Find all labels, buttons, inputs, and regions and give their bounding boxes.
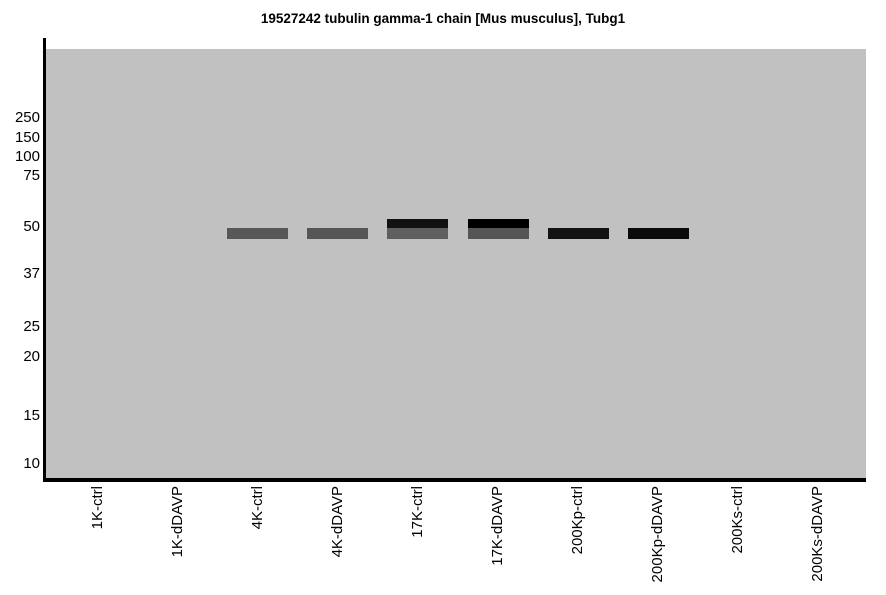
- y-axis-tick-label-25: 25: [23, 318, 40, 335]
- gel-band: [307, 228, 369, 239]
- chart-title: 19527242 tubulin gamma-1 chain [Mus musc…: [260, 11, 626, 26]
- lane-label-200Kp-ctrl: 200Kp-ctrl: [569, 486, 587, 555]
- lane-label-17K-dDAVP: 17K-dDAVP: [489, 486, 506, 566]
- y-axis-tick-label-50: 50: [23, 218, 40, 235]
- gel-band: [467, 219, 529, 230]
- gel-band: [227, 228, 289, 239]
- lane-label-1K-ctrl: 1K-ctrl: [88, 486, 106, 530]
- gel-plot-area: [46, 49, 866, 478]
- gel-band: [387, 228, 449, 239]
- lane-label-4K-ctrl: 4K-ctrl: [248, 486, 266, 530]
- y-axis-tick-label-10: 10: [23, 455, 40, 472]
- lane-label-1K-dDAVP: 1K-dDAVP: [168, 486, 186, 558]
- y-axis-tick-label-15: 15: [23, 407, 40, 424]
- lane-label-200Ks-dDAVP: 200Ks-dDAVP: [809, 486, 827, 582]
- gel-band: [547, 228, 609, 239]
- lane-label-17K-ctrl: 17K-ctrl: [408, 486, 426, 538]
- y-axis-tick-label-250: 250: [14, 109, 40, 126]
- y-axis-tick-label-100: 100: [14, 148, 40, 165]
- y-axis-tick-label-75: 75: [23, 167, 40, 184]
- x-axis-line: [43, 478, 866, 482]
- lane-label-200Kp-dDAVP: 200Kp-dDAVP: [649, 486, 667, 583]
- lane-label-200Ks-ctrl: 200Ks-ctrl: [729, 486, 747, 554]
- y-axis-tick-label-150: 150: [14, 129, 40, 146]
- y-axis-tick-label-20: 20: [23, 348, 40, 365]
- y-axis-line: [43, 38, 46, 482]
- lane-label-4K-dDAVP: 4K-dDAVP: [328, 486, 346, 558]
- gel-band: [467, 228, 529, 239]
- gel-band: [627, 228, 689, 239]
- gel-band: [387, 219, 449, 230]
- y-axis-tick-label-37: 37: [23, 265, 40, 282]
